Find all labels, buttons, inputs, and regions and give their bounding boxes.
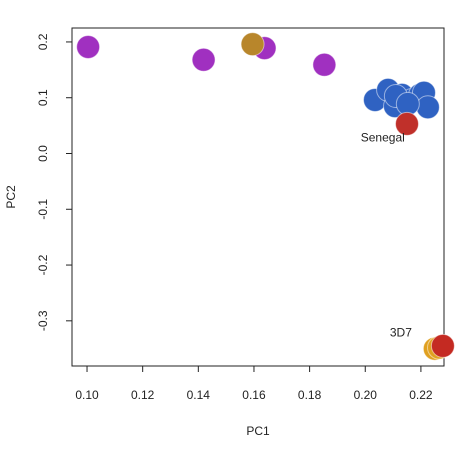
y-tick-label: 0.0: [36, 145, 50, 162]
point: [430, 333, 455, 358]
point: [240, 32, 265, 57]
y-tick-label: -0.2: [36, 254, 50, 275]
y-axis-label: PC2: [4, 185, 18, 209]
point: [76, 34, 101, 59]
point: [415, 95, 440, 120]
x-tick-label: 0.10: [75, 388, 99, 402]
y-tick-label: 0.1: [36, 89, 50, 106]
y-tick-label: -0.1: [36, 199, 50, 220]
x-tick-label: 0.16: [242, 388, 266, 402]
x-tick-label: 0.20: [354, 388, 378, 402]
y-tick-label: 0.2: [36, 33, 50, 50]
x-tick-label: 0.18: [298, 388, 322, 402]
plot-frame: [71, 27, 445, 367]
point: [312, 52, 337, 77]
x-axis-label: PC1: [246, 424, 270, 438]
point: [395, 91, 420, 116]
x-tick-label: 0.14: [187, 388, 211, 402]
annotation: 3D7: [390, 325, 412, 339]
point: [191, 47, 216, 72]
x-tick-label: 0.22: [409, 388, 433, 402]
annotation: Senegal: [361, 131, 405, 145]
x-tick-label: 0.12: [131, 388, 155, 402]
point: [394, 111, 419, 136]
y-tick-label: -0.3: [36, 310, 50, 331]
